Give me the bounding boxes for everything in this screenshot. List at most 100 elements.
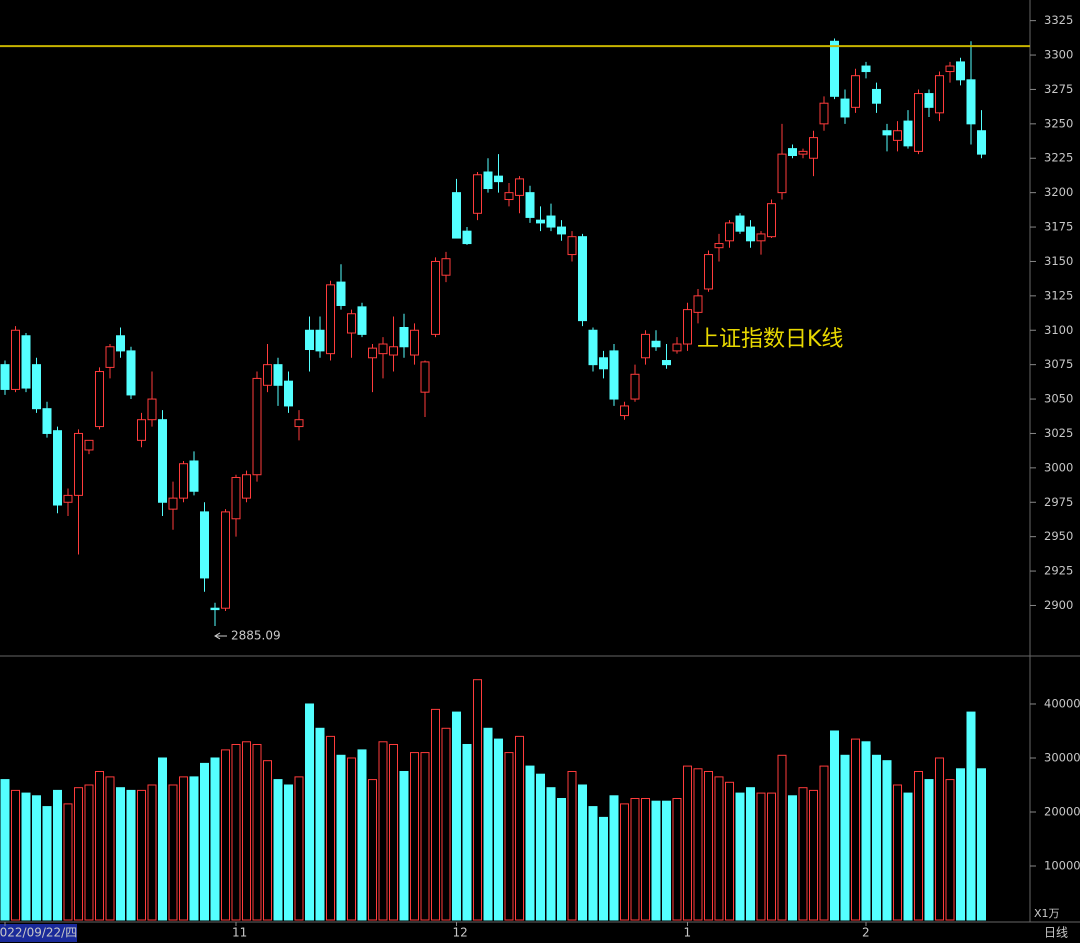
volume-bar — [935, 757, 944, 921]
candle-body — [651, 340, 661, 348]
low-label: 2885.09 — [231, 628, 281, 642]
candle-body — [483, 171, 493, 190]
candle-body — [861, 65, 871, 73]
candle-body — [756, 233, 766, 242]
volume-bar — [840, 754, 850, 921]
volume-bar — [431, 708, 440, 921]
candle-body — [914, 93, 923, 152]
candle-body — [221, 511, 230, 609]
candle-body — [630, 373, 640, 400]
unit-label: X1万 — [1034, 907, 1060, 920]
volume-bar — [851, 738, 860, 921]
volume-bar — [977, 768, 986, 921]
volume-bar — [599, 816, 608, 921]
candle-body — [515, 178, 524, 196]
volume-bar — [578, 784, 587, 921]
volume-bar — [525, 765, 535, 921]
candle-body — [809, 137, 818, 159]
candle-body — [567, 236, 577, 256]
volume-bar — [914, 770, 923, 921]
volume-bar — [620, 803, 629, 921]
volume-bar — [735, 792, 745, 921]
y-tick-label: 2975 — [1044, 495, 1073, 509]
candle-body — [714, 243, 724, 249]
y-tick-label: 10000 — [1044, 858, 1080, 872]
candle-body — [851, 75, 860, 108]
candle-body — [179, 463, 188, 499]
candle-body — [441, 258, 451, 276]
candle-body — [746, 226, 755, 242]
volume-bar — [462, 743, 472, 921]
volume-bar — [410, 752, 419, 921]
candle-body — [882, 130, 892, 136]
volume-bar — [504, 752, 514, 921]
period-label: 日线 — [1044, 926, 1068, 940]
y-tick-label: 2925 — [1044, 564, 1073, 578]
volume-bar — [294, 776, 304, 921]
candle-body — [357, 306, 367, 335]
candle-body — [788, 148, 797, 156]
candle-body — [32, 364, 41, 410]
candle-body — [294, 419, 304, 428]
candle-body — [63, 494, 73, 503]
volume-bar — [420, 752, 430, 921]
candle-body — [168, 497, 178, 510]
candle-body — [242, 474, 251, 499]
candle-body — [578, 236, 587, 322]
volume-bar — [116, 787, 125, 921]
volume-bar — [882, 760, 892, 921]
volume-bar — [305, 703, 314, 921]
volume-bar — [651, 800, 661, 921]
x-tick-label: 12 — [453, 926, 468, 940]
candle-body — [504, 192, 514, 201]
volume-bar — [588, 806, 598, 921]
volume-bar — [137, 789, 146, 921]
volume-bar — [231, 743, 241, 921]
volume-bar — [210, 757, 220, 921]
low-arrow — [214, 632, 227, 640]
candle-body — [347, 313, 356, 334]
volume-bar — [966, 711, 976, 921]
candle-body — [21, 335, 31, 389]
candle-body — [200, 511, 209, 579]
candle-body — [105, 346, 115, 368]
volume-bar — [399, 770, 409, 921]
candle-body — [95, 371, 104, 428]
volume-bar — [546, 787, 556, 921]
volume-bar — [315, 727, 325, 921]
volume-bar — [284, 784, 293, 921]
volume-bar — [242, 741, 251, 921]
candle-body — [557, 226, 566, 235]
candle-body — [935, 75, 944, 114]
volume-bar — [221, 749, 230, 921]
y-tick-label: 3025 — [1044, 426, 1073, 440]
volume-bar — [746, 787, 755, 921]
candle-body — [137, 419, 146, 441]
candle-body — [494, 175, 503, 183]
x-tick-label: 2022/09/22/四 — [0, 926, 77, 940]
candle-body — [399, 327, 409, 348]
volume-bar — [336, 754, 346, 921]
volume-bar — [725, 781, 734, 921]
volume-bar — [452, 711, 461, 921]
volume-bar — [567, 770, 577, 921]
candle-body — [189, 460, 199, 492]
volume-bar — [798, 787, 808, 921]
x-tick-label: 11 — [232, 926, 247, 940]
volume-bar — [252, 743, 262, 921]
candle-body — [326, 284, 335, 355]
volume-bar — [158, 757, 167, 921]
candle-body — [53, 430, 62, 506]
volume-bar — [777, 754, 787, 921]
y-tick-label: 20000 — [1044, 804, 1080, 818]
volume-bar — [273, 779, 283, 921]
volume-bar — [536, 773, 545, 921]
candle-body — [924, 93, 934, 108]
candle-body — [284, 380, 293, 407]
candle-body — [315, 329, 325, 352]
y-tick-label: 3200 — [1044, 185, 1073, 199]
volume-bar — [105, 776, 115, 921]
date-box — [0, 924, 77, 942]
volume-bar — [830, 730, 839, 921]
